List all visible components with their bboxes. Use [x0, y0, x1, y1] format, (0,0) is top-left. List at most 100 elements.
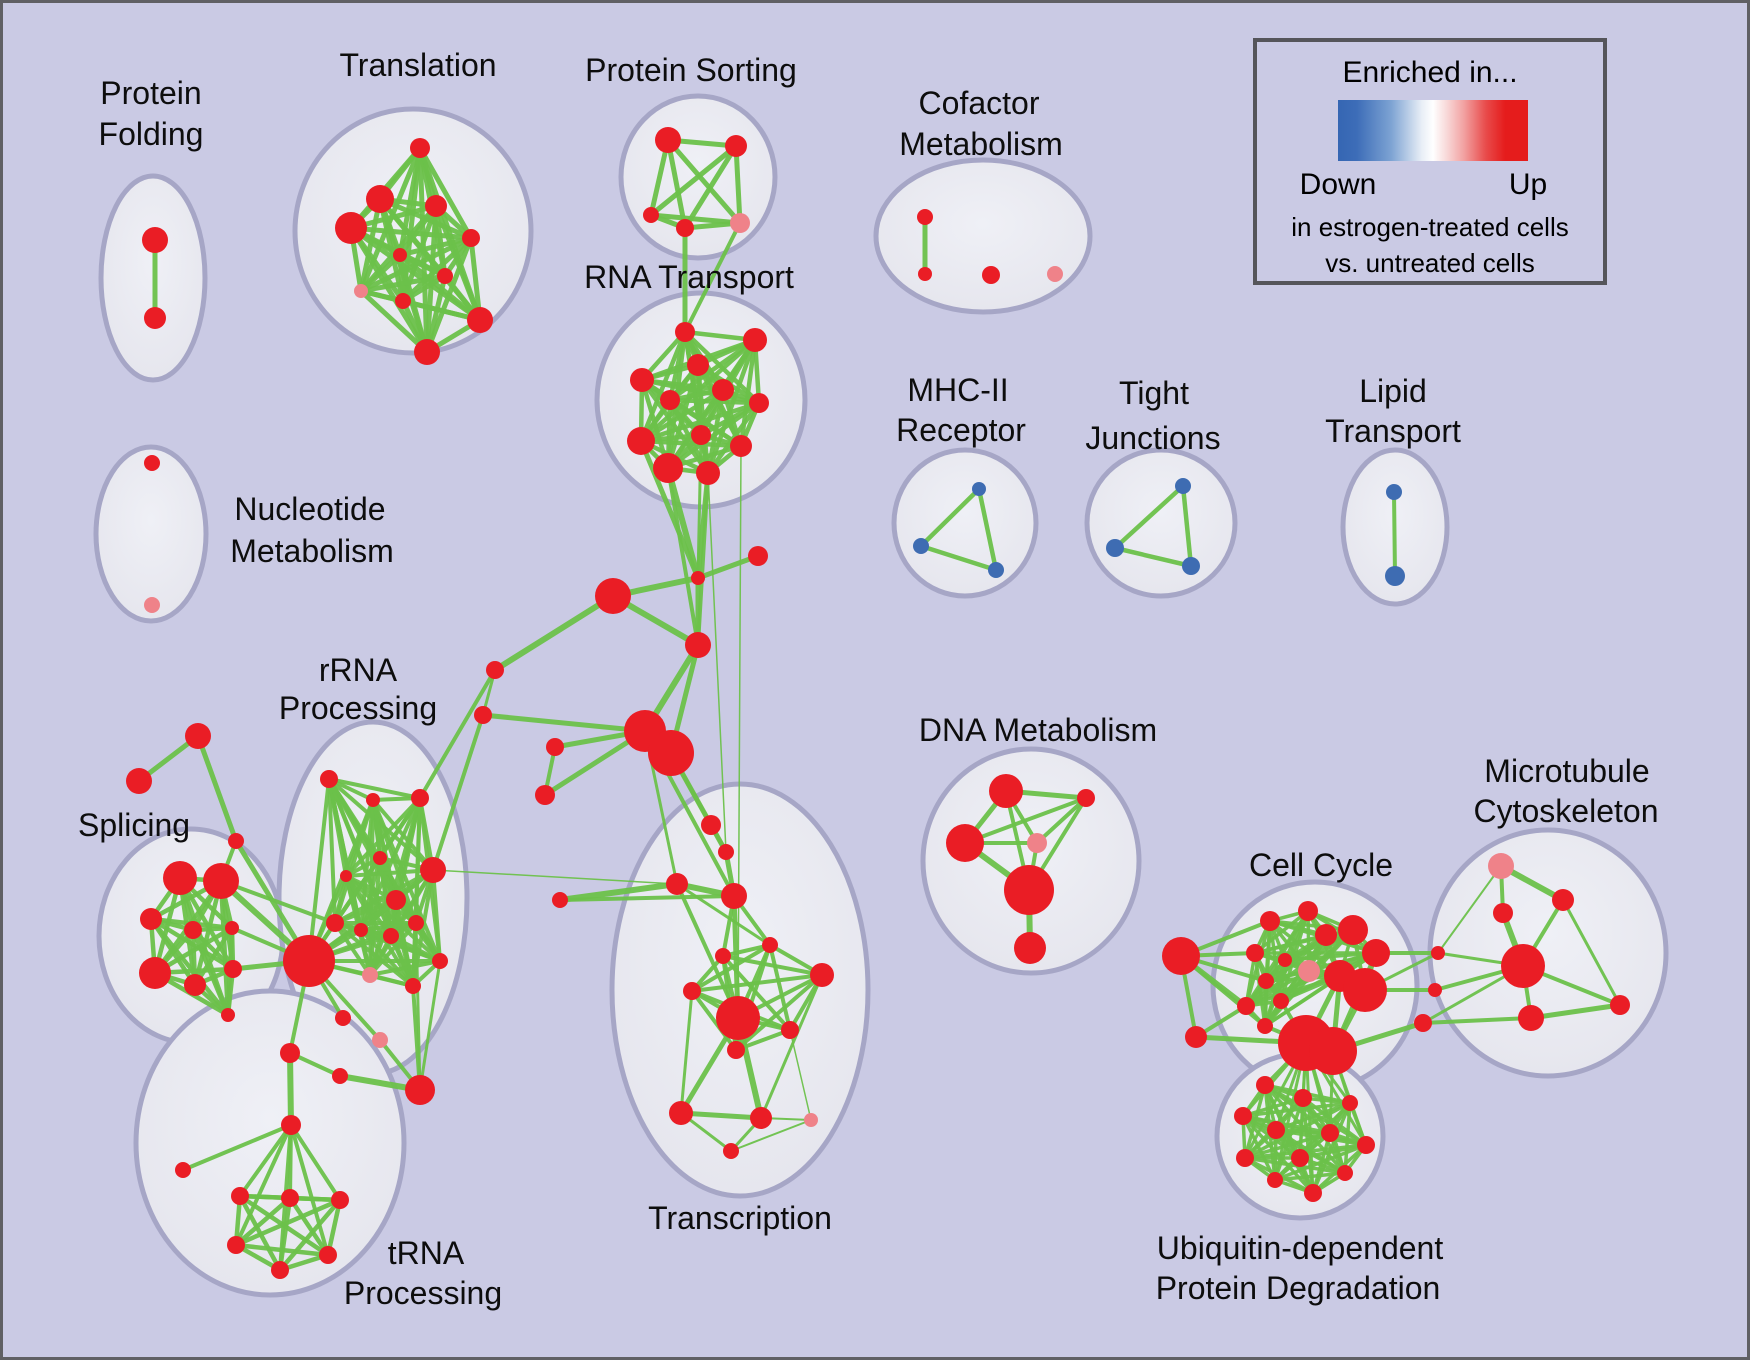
- node-u7: [319, 1246, 337, 1264]
- node-t6: [437, 268, 453, 284]
- lipid-transport-label: Lipid: [1359, 373, 1427, 409]
- node-n11: [362, 967, 378, 983]
- node-n7: [326, 914, 344, 932]
- node-d3: [1027, 833, 1047, 853]
- node-n10: [408, 915, 424, 931]
- microtubule-cytoskeleton-ellipse: [1427, 827, 1669, 1079]
- node-nm1: [144, 597, 160, 613]
- mhc-ii-receptor-label: Receptor: [896, 412, 1026, 448]
- mhc-ii-receptor-label: MHC-II: [907, 372, 1008, 408]
- rrna-processing-label: Processing: [279, 690, 437, 726]
- node-b3: [1234, 1107, 1252, 1125]
- dna-metabolism-label: DNA Metabolism: [919, 712, 1157, 748]
- node-s6: [184, 974, 206, 996]
- rrna-processing-label: rRNA: [319, 652, 398, 688]
- node-tj2: [1182, 557, 1200, 575]
- node-q9: [727, 1041, 745, 1059]
- node-ch2: [1309, 1027, 1357, 1075]
- node-b6: [1357, 1136, 1375, 1154]
- node-x7: [535, 785, 555, 805]
- node-q0: [701, 815, 721, 835]
- cluster-labels-layer: Protein Folding Translation Protein Sorting…: [78, 47, 1659, 1311]
- lipid-transport-label: Transport: [1325, 413, 1461, 449]
- node-c15: [1343, 968, 1387, 1012]
- ubiquitin-dependent-protein-degradation-label: Protein Degradation: [1156, 1270, 1441, 1306]
- node-s8: [221, 1008, 235, 1022]
- node-b9: [1337, 1165, 1353, 1181]
- node-ps4: [730, 213, 750, 233]
- node-b4: [1267, 1121, 1285, 1139]
- node-c7: [1246, 944, 1264, 962]
- node-q13: [723, 1143, 739, 1159]
- node-lp0: [1386, 484, 1402, 500]
- ubiquitin-dependent-protein-degradation-label: Ubiquitin-dependent: [1157, 1230, 1444, 1266]
- node-d4: [1004, 865, 1054, 915]
- node-d5: [1014, 932, 1046, 964]
- node-cf0: [917, 209, 933, 225]
- node-s2: [140, 908, 162, 930]
- node-t1: [366, 185, 394, 213]
- node-x3: [685, 632, 711, 658]
- node-m1: [913, 538, 929, 554]
- node-y0: [486, 661, 504, 679]
- cell-cycle-label: Cell Cycle: [1249, 847, 1393, 883]
- node-r3: [630, 368, 654, 392]
- node-r1: [743, 328, 767, 352]
- node-u1: [175, 1162, 191, 1178]
- legend-subtitle-line2: vs. untreated cells: [1325, 248, 1535, 278]
- node-b5: [1321, 1124, 1339, 1142]
- node-n14: [280, 1043, 300, 1063]
- node-x8: [552, 892, 568, 908]
- node-c12: [1273, 993, 1289, 1009]
- node-ps1: [725, 135, 747, 157]
- node-t2: [425, 195, 447, 217]
- node-t7: [354, 284, 368, 298]
- node-tj0: [1175, 478, 1191, 494]
- node-d1: [1077, 789, 1095, 807]
- cofactor-metabolism-label: Metabolism: [899, 126, 1063, 162]
- node-x6: [546, 738, 564, 756]
- node-n17: [372, 1032, 388, 1048]
- node-q12: [804, 1113, 818, 1127]
- node-c3: [1298, 901, 1318, 921]
- node-t5: [393, 248, 407, 262]
- mhc-ii-receptor-ellipse: [891, 447, 1039, 599]
- tight-junctions-ellipse: [1084, 447, 1238, 599]
- node-n16: [405, 1075, 435, 1105]
- node-mi7: [1414, 1014, 1432, 1032]
- node-s3: [184, 921, 202, 939]
- node-c5: [1338, 915, 1368, 945]
- microtubule-cytoskeleton-label: Cytoskeleton: [1474, 793, 1659, 829]
- cofactor-metabolism-ellipse: [873, 157, 1093, 315]
- node-u4: [331, 1191, 349, 1209]
- node-u0: [281, 1115, 301, 1135]
- node-s1: [203, 863, 239, 899]
- node-q5: [715, 948, 731, 964]
- node-cf1: [918, 267, 932, 281]
- node-c4: [1315, 924, 1337, 946]
- node-ps2: [643, 207, 659, 223]
- node-q11: [750, 1107, 772, 1129]
- node-s0: [163, 861, 197, 895]
- node-tr1: [126, 768, 152, 794]
- node-mi8: [1428, 983, 1442, 997]
- node-x2: [595, 578, 631, 614]
- nucleotide-metabolism-label: Nucleotide: [234, 491, 385, 527]
- legend-title: Enriched in...: [1342, 56, 1518, 89]
- node-nm0: [144, 455, 160, 471]
- node-q7: [683, 982, 701, 1000]
- node-q3: [721, 883, 747, 909]
- cofactor-metabolism-label: Cofactor: [919, 85, 1040, 121]
- transcription-label: Transcription: [648, 1200, 832, 1236]
- node-s5: [139, 957, 171, 989]
- node-pf1: [144, 307, 166, 329]
- trna-processing-label: tRNA: [388, 1235, 465, 1271]
- node-q8: [781, 1021, 799, 1039]
- node-s7: [224, 960, 242, 978]
- tight-junctions-label: Tight: [1119, 375, 1189, 411]
- node-n8: [354, 923, 368, 937]
- node-b7: [1236, 1149, 1254, 1167]
- node-t10: [414, 339, 440, 365]
- node-r8: [691, 425, 711, 445]
